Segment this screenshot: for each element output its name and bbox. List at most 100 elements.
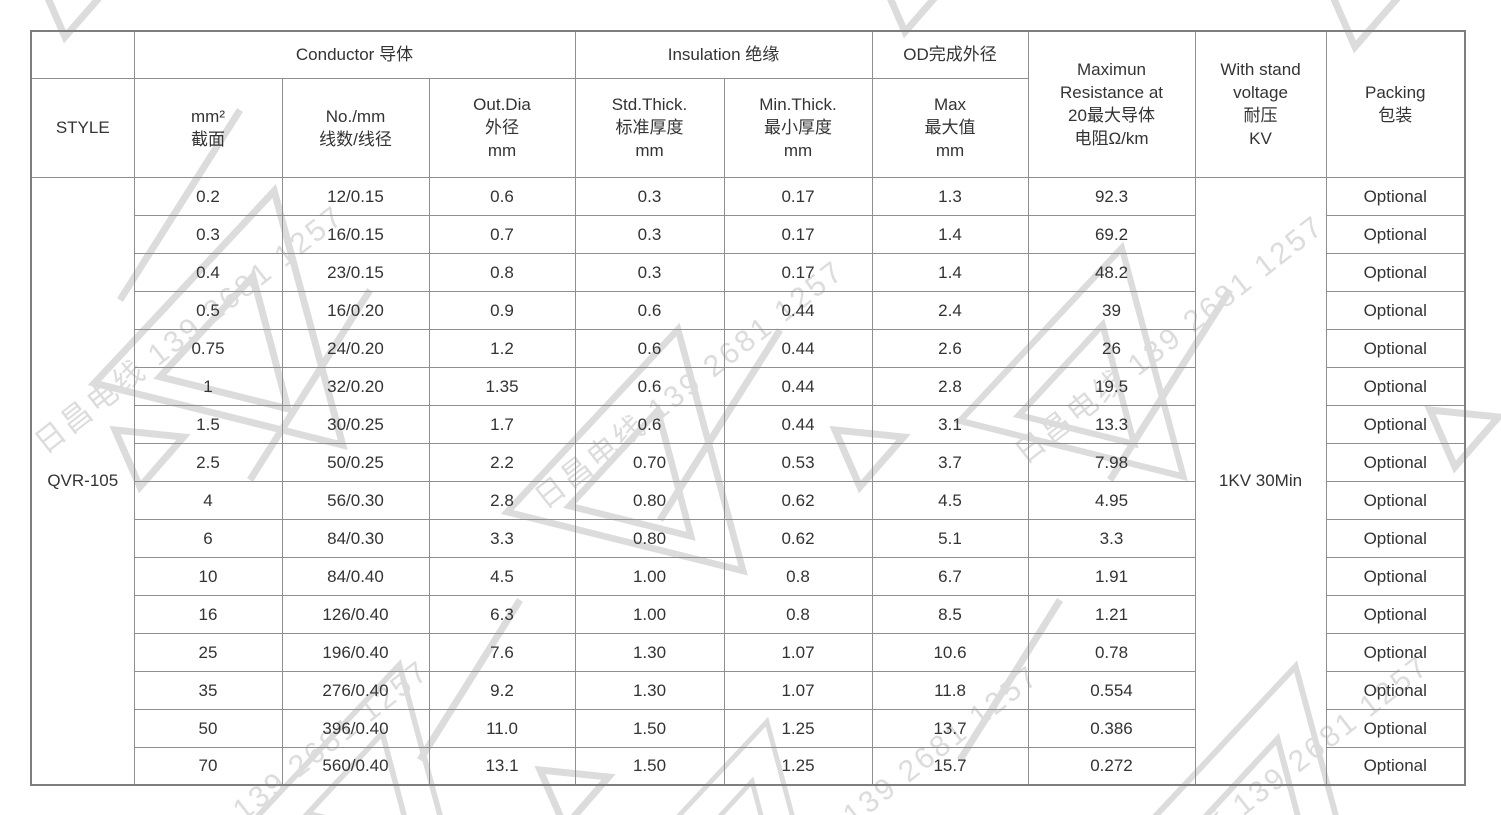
- cell-mm2: 50: [133, 708, 283, 748]
- conductor-group-header: Conductor 导体: [133, 30, 576, 79]
- outdia-header: Out.Dia 外径 mm: [428, 77, 576, 178]
- cell-mm2: 0.3: [133, 214, 283, 254]
- spec-row: QVR-105 0.2 12/0.15 0.6 0.3 0.17 1.3 92.3 1KV 30…: [30, 176, 1466, 786]
- cell-mm2: 0.75: [133, 328, 283, 368]
- header-row-columns: STYLE mm² 截面 No./mm 线数/线径 Out.Dia 外径 mm …: [30, 77, 1465, 178]
- cell-std_thick: 0.80: [574, 480, 725, 520]
- cell-mm2: 0.2: [133, 176, 283, 216]
- cell-std_thick: 0.70: [574, 442, 725, 482]
- cell-out_dia: 0.7: [428, 214, 576, 254]
- cell-min_thick: 1.25: [723, 746, 873, 786]
- cell-resistance: 7.98: [1027, 442, 1196, 482]
- resistance-header-line: Maximun: [1077, 60, 1146, 80]
- cell-od_max: 2.8: [871, 366, 1029, 406]
- cell-std_thick: 0.3: [574, 176, 725, 216]
- resistance-header: Maximun Resistance at 20最大导体 电阻Ω/km: [1027, 30, 1196, 178]
- cell-no_mm: 24/0.20: [281, 328, 430, 368]
- cell-resistance: 26: [1027, 328, 1196, 368]
- cell-out_dia: 0.6: [428, 176, 576, 216]
- cell-min_thick: 0.62: [723, 518, 873, 558]
- cell-no_mm: 32/0.20: [281, 366, 430, 406]
- cell-resistance: 92.3: [1027, 176, 1196, 216]
- cell-no_mm: 84/0.30: [281, 518, 430, 558]
- voltage-header-line: With stand: [1220, 60, 1301, 80]
- cell-packing: Optional: [1325, 480, 1466, 520]
- cell-packing: Optional: [1325, 404, 1466, 444]
- cell-min_thick: 0.53: [723, 442, 873, 482]
- cell-packing: Optional: [1325, 670, 1466, 710]
- cell-packing: Optional: [1325, 594, 1466, 634]
- cell-resistance: 19.5: [1027, 366, 1196, 406]
- mm2-header-line: mm²: [191, 106, 225, 126]
- cell-std_thick: 0.6: [574, 290, 725, 330]
- cell-no_mm: 56/0.30: [281, 480, 430, 520]
- cell-out_dia: 1.35: [428, 366, 576, 406]
- cell-out_dia: 1.2: [428, 328, 576, 368]
- cell-mm2: 16: [133, 594, 283, 634]
- packing-header: Packing 包装: [1325, 30, 1466, 178]
- cell-min_thick: 0.44: [723, 366, 873, 406]
- cell-mm2: 1: [133, 366, 283, 406]
- odmax-header-line: mm: [935, 141, 965, 160]
- cell-resistance: 1.21: [1027, 594, 1196, 634]
- cell-out_dia: 0.9: [428, 290, 576, 330]
- cell-packing: Optional: [1325, 746, 1466, 786]
- cell-std_thick: 1.50: [574, 708, 725, 748]
- outdia-header-line: Out.Dia: [473, 95, 531, 114]
- cell-out_dia: 13.1: [428, 746, 576, 786]
- stdthick-header: Std.Thick. 标准厚度 mm: [574, 77, 725, 178]
- cell-od_max: 6.7: [871, 556, 1029, 596]
- cell-od_max: 15.7: [871, 746, 1029, 786]
- cell-resistance: 0.78: [1027, 632, 1196, 672]
- cell-no_mm: 50/0.25: [281, 442, 430, 482]
- cell-packing: Optional: [1325, 252, 1466, 292]
- cell-std_thick: 0.6: [574, 404, 725, 444]
- odmax-header: Max 最大值 mm: [871, 77, 1029, 178]
- cell-packing: Optional: [1325, 556, 1466, 596]
- cell-out_dia: 1.7: [428, 404, 576, 444]
- cell-mm2: 25: [133, 632, 283, 672]
- voltage-header-line: 耐压: [1243, 106, 1278, 126]
- cell-out_dia: 2.8: [428, 480, 576, 520]
- cell-mm2: 2.5: [133, 442, 283, 482]
- spec-table: Conductor 导体 Insulation 绝缘 OD完成外径 Maximu…: [30, 30, 1466, 786]
- packing-header-line: 包装: [1378, 106, 1413, 126]
- outdia-header-line: mm: [487, 141, 517, 160]
- cell-min_thick: 0.17: [723, 214, 873, 254]
- od-group-header: OD完成外径: [871, 30, 1029, 79]
- cell-packing: Optional: [1325, 518, 1466, 558]
- cell-std_thick: 0.6: [574, 328, 725, 368]
- cell-no_mm: 23/0.15: [281, 252, 430, 292]
- cell-min_thick: 0.17: [723, 252, 873, 292]
- cell-no_mm: 276/0.40: [281, 670, 430, 710]
- cell-packing: Optional: [1325, 176, 1466, 216]
- stdthick-header-line: Std.Thick.: [611, 95, 688, 114]
- cell-resistance: 0.554: [1027, 670, 1196, 710]
- outdia-header-line: 外径: [485, 118, 519, 137]
- cell-min_thick: 1.07: [723, 632, 873, 672]
- minthick-header-line: Min.Thick.: [759, 95, 837, 114]
- cell-packing: Optional: [1325, 290, 1466, 330]
- cell-min_thick: 0.44: [723, 404, 873, 444]
- cell-std_thick: 1.00: [574, 556, 725, 596]
- cell-od_max: 3.1: [871, 404, 1029, 444]
- odmax-header-line: 最大值: [924, 118, 976, 137]
- cell-out_dia: 7.6: [428, 632, 576, 672]
- cell-od_max: 5.1: [871, 518, 1029, 558]
- insulation-group-header: Insulation 绝缘: [574, 30, 873, 79]
- cell-resistance: 48.2: [1027, 252, 1196, 292]
- cell-std_thick: 1.00: [574, 594, 725, 634]
- cell-min_thick: 0.8: [723, 556, 873, 596]
- cell-od_max: 2.6: [871, 328, 1029, 368]
- voltage-header-line: voltage: [1233, 83, 1288, 103]
- cell-no_mm: 396/0.40: [281, 708, 430, 748]
- cell-mm2: 1.5: [133, 404, 283, 444]
- watermark-small-triangle-icon: [874, 0, 956, 39]
- cell-min_thick: 0.44: [723, 290, 873, 330]
- style-value-cell: QVR-105: [30, 176, 135, 786]
- cell-min_thick: 1.25: [723, 708, 873, 748]
- cell-std_thick: 0.3: [574, 214, 725, 254]
- cell-min_thick: 0.62: [723, 480, 873, 520]
- cell-std_thick: 1.30: [574, 670, 725, 710]
- cell-resistance: 0.272: [1027, 746, 1196, 786]
